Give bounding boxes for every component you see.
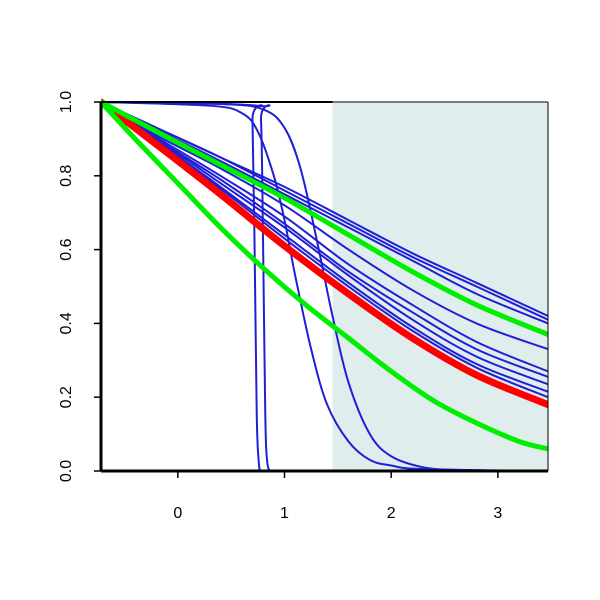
x-tick-label: 3 — [493, 505, 502, 522]
series-line-blue-8 — [101, 101, 548, 373]
x-tick-label: 0 — [173, 505, 182, 522]
series-line-blue-2 — [101, 101, 548, 471]
y-tick-label: 0.4 — [58, 312, 75, 334]
x-tick-label: 1 — [280, 505, 289, 522]
y-tick-label: 1.0 — [58, 91, 75, 113]
plot-area — [101, 98, 548, 471]
y-tick-label: 0.0 — [58, 460, 75, 482]
series-line-red-13 — [101, 98, 548, 409]
y-tick-label: 0.8 — [58, 165, 75, 187]
series-line-green-15 — [101, 99, 548, 452]
axes: 0 1 2 3 0.0 0.2 0.4 0.6 0.8 1.0 — [58, 91, 549, 522]
series-line-green-14 — [101, 99, 548, 337]
series-line-blue-5 — [101, 101, 548, 321]
y-tick-label: 0.2 — [58, 386, 75, 408]
x-tick-label: 2 — [387, 505, 396, 522]
series-line-blue-10 — [101, 101, 548, 386]
y-tick-label: 0.6 — [58, 238, 75, 260]
series-line-blue-7 — [101, 101, 548, 351]
